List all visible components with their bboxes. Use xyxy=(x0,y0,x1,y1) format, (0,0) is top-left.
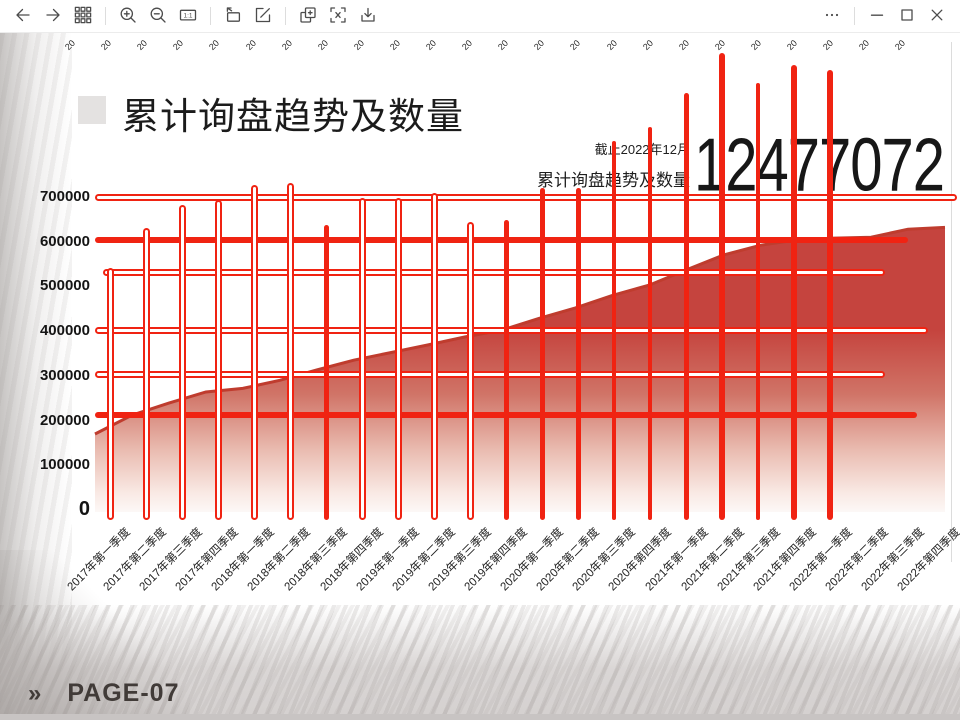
glitch-vertical-line xyxy=(791,65,797,520)
copy-add-icon xyxy=(299,6,317,27)
glitch-vertical-line xyxy=(250,185,258,520)
glitch-vertical-line xyxy=(214,200,222,520)
y-axis-label: 100000 xyxy=(39,456,90,474)
minimize-icon xyxy=(868,6,886,27)
forward-button[interactable] xyxy=(38,2,68,30)
fit-page-icon xyxy=(224,6,242,27)
glitch-vertical-line xyxy=(106,268,114,520)
glitch-vertical-line xyxy=(323,225,329,520)
glitch-vertical-line xyxy=(286,183,294,520)
zoom-out-icon xyxy=(149,6,167,27)
svg-text:1:1: 1:1 xyxy=(183,12,192,19)
glitch-vertical-line xyxy=(394,198,402,520)
glitch-vertical-line xyxy=(142,228,150,520)
background-bottom-strip xyxy=(0,714,960,720)
y-axis-label: 500000 xyxy=(39,277,90,295)
zoom-out-button[interactable] xyxy=(143,2,173,30)
page-edge-line xyxy=(951,42,952,562)
glitch-vertical-line xyxy=(756,83,760,520)
area-fill xyxy=(95,227,945,512)
y-axis-label: 400000 xyxy=(39,322,90,340)
page-title: 累计询盘趋势及数量 xyxy=(122,96,464,137)
grid-icon xyxy=(74,6,92,27)
glitch-vertical-line xyxy=(466,222,474,520)
fit-page-button[interactable] xyxy=(218,2,248,30)
y-axis-label: 600000 xyxy=(39,232,90,250)
select-text-icon xyxy=(329,6,347,27)
select-text-button[interactable] xyxy=(323,2,353,30)
download-button[interactable] xyxy=(353,2,383,30)
forward-arrow-icon xyxy=(44,6,62,27)
glitch-horizontal-line xyxy=(95,327,928,334)
close-icon xyxy=(928,6,946,27)
background-photo-corner xyxy=(0,550,190,720)
toolbar-separator xyxy=(105,7,106,25)
y-axis-label: 200000 xyxy=(39,411,90,429)
page-footer: » PAGE-07 xyxy=(28,679,180,708)
edit-button[interactable] xyxy=(248,2,278,30)
maximize-button[interactable] xyxy=(892,2,922,30)
glitch-vertical-line xyxy=(612,141,616,520)
toolbar-separator xyxy=(285,7,286,25)
glitch-horizontal-line xyxy=(95,194,957,201)
more-button[interactable] xyxy=(817,2,847,30)
glitch-vertical-line xyxy=(503,220,509,520)
glitch-vertical-line xyxy=(358,198,366,520)
page-number-label: PAGE-07 xyxy=(67,679,180,707)
maximize-icon xyxy=(898,6,916,27)
glitch-vertical-line xyxy=(719,53,725,520)
close-button[interactable] xyxy=(922,2,952,30)
zoom-in-button[interactable] xyxy=(113,2,143,30)
download-icon xyxy=(359,6,377,27)
copy-add-page-button[interactable] xyxy=(293,2,323,30)
y-axis-label: 0 xyxy=(78,498,90,520)
page-marker: » xyxy=(28,680,42,707)
glitch-horizontal-line xyxy=(95,237,908,243)
as-of-date-note: 截止2022年12月 xyxy=(594,142,690,157)
edit-pencil-icon xyxy=(254,6,272,27)
glitch-vertical-line xyxy=(430,193,438,520)
back-button[interactable] xyxy=(8,2,38,30)
minimize-button[interactable] xyxy=(862,2,892,30)
title-bullet-square xyxy=(78,96,106,124)
back-arrow-icon xyxy=(14,6,32,27)
glitch-vertical-line xyxy=(827,70,833,520)
glitch-vertical-line xyxy=(539,188,545,520)
toolbar-separator xyxy=(210,7,211,25)
grid-view-button[interactable] xyxy=(68,2,98,30)
toolbar-separator xyxy=(854,7,855,25)
glitch-vertical-line xyxy=(648,127,652,520)
glitch-vertical-line xyxy=(178,205,186,520)
toolbar: 1:1 xyxy=(0,0,960,33)
glitch-vertical-line xyxy=(575,188,581,520)
zoom-in-icon xyxy=(119,6,137,27)
actual-size-button[interactable]: 1:1 xyxy=(173,2,203,30)
glitch-horizontal-line xyxy=(103,269,885,276)
more-dots-icon xyxy=(823,6,841,27)
y-axis-label: 300000 xyxy=(39,366,90,384)
one-to-one-icon: 1:1 xyxy=(179,6,197,27)
total-inquiries-number: 12477072 xyxy=(694,122,945,208)
glitch-horizontal-line xyxy=(95,371,885,378)
glitch-vertical-line xyxy=(683,93,689,520)
y-axis-label: 700000 xyxy=(39,188,90,205)
